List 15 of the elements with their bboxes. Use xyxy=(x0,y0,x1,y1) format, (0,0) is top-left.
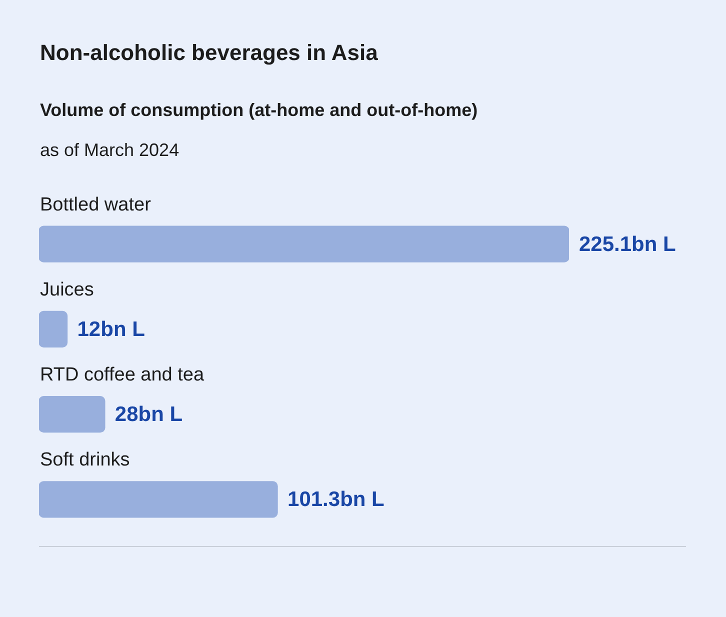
bar xyxy=(39,226,569,262)
y-tick-label: RTD coffee and tea xyxy=(40,364,205,386)
chart-title: Non-alcoholic beverages in Asia xyxy=(40,40,378,66)
text: as of March 2024 xyxy=(40,140,180,161)
bar xyxy=(39,481,278,518)
data-label: 12bn L xyxy=(77,318,146,341)
data-label: 225.1bn L xyxy=(579,232,676,256)
bar xyxy=(39,396,106,433)
data-label: 28bn L xyxy=(114,403,183,426)
y-tick-label: Bottled water xyxy=(40,194,152,216)
y-tick-label: Juices xyxy=(40,279,94,300)
data-label: 101.3bn L xyxy=(288,488,385,512)
chart-subtitle: Volume of consumption (at-home and out-of-home) xyxy=(40,100,478,121)
bar xyxy=(39,310,68,348)
y-tick-label: Soft drinks xyxy=(40,450,130,471)
